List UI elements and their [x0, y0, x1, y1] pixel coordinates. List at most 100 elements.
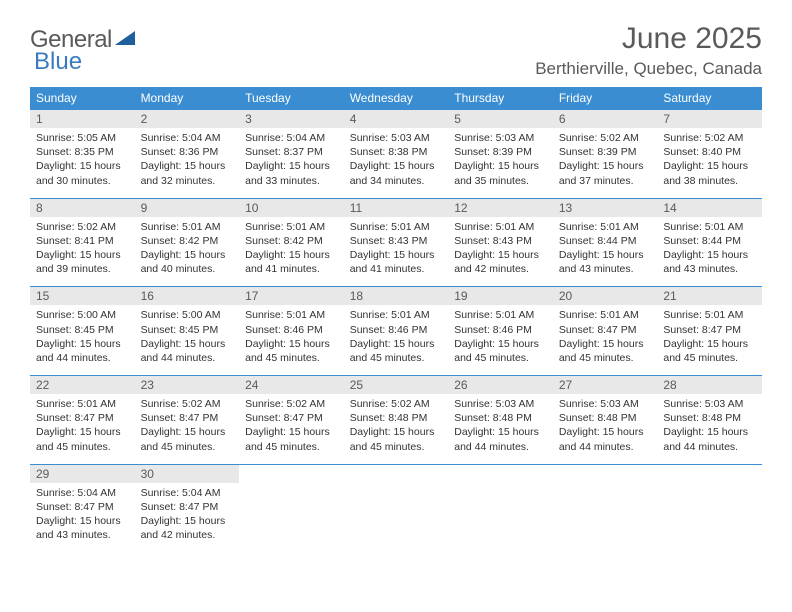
- daylight-line: Daylight: 15 hours and 44 minutes.: [454, 425, 547, 453]
- day-number-cell: 3: [239, 110, 344, 129]
- daylight-line: Daylight: 15 hours and 34 minutes.: [350, 159, 443, 187]
- sunrise-line: Sunrise: 5:01 AM: [559, 308, 652, 322]
- daylight-line: Daylight: 15 hours and 45 minutes.: [559, 337, 652, 365]
- sunset-line: Sunset: 8:43 PM: [350, 234, 443, 248]
- sunrise-line: Sunrise: 5:03 AM: [454, 131, 547, 145]
- sunrise-line: Sunrise: 5:05 AM: [36, 131, 129, 145]
- day-number-cell: [448, 464, 553, 483]
- sunset-line: Sunset: 8:38 PM: [350, 145, 443, 159]
- weekday-header-cell: Saturday: [657, 87, 762, 110]
- sunrise-line: Sunrise: 5:04 AM: [141, 486, 234, 500]
- sunrise-line: Sunrise: 5:02 AM: [559, 131, 652, 145]
- calendar-table: SundayMondayTuesdayWednesdayThursdayFrid…: [30, 87, 762, 552]
- weekday-header-cell: Sunday: [30, 87, 135, 110]
- sunrise-line: Sunrise: 5:02 AM: [350, 397, 443, 411]
- sunset-line: Sunset: 8:47 PM: [663, 323, 756, 337]
- location-text: Berthierville, Quebec, Canada: [535, 59, 762, 79]
- day-data-cell: Sunrise: 5:02 AMSunset: 8:40 PMDaylight:…: [657, 128, 762, 198]
- day-number-cell: 14: [657, 198, 762, 217]
- day-number-cell: 15: [30, 287, 135, 306]
- daylight-line: Daylight: 15 hours and 40 minutes.: [141, 248, 234, 276]
- sunset-line: Sunset: 8:43 PM: [454, 234, 547, 248]
- sunset-line: Sunset: 8:48 PM: [454, 411, 547, 425]
- sunset-line: Sunset: 8:45 PM: [141, 323, 234, 337]
- sunrise-line: Sunrise: 5:03 AM: [559, 397, 652, 411]
- day-number-cell: 8: [30, 198, 135, 217]
- sunset-line: Sunset: 8:44 PM: [663, 234, 756, 248]
- weekday-header-cell: Wednesday: [344, 87, 449, 110]
- day-number-cell: 4: [344, 110, 449, 129]
- weekday-header-row: SundayMondayTuesdayWednesdayThursdayFrid…: [30, 87, 762, 110]
- sunrise-line: Sunrise: 5:02 AM: [141, 397, 234, 411]
- daylight-line: Daylight: 15 hours and 33 minutes.: [245, 159, 338, 187]
- daylight-line: Daylight: 15 hours and 45 minutes.: [245, 337, 338, 365]
- day-data-cell: Sunrise: 5:05 AMSunset: 8:35 PMDaylight:…: [30, 128, 135, 198]
- day-data-cell: Sunrise: 5:00 AMSunset: 8:45 PMDaylight:…: [30, 305, 135, 375]
- sunset-line: Sunset: 8:39 PM: [454, 145, 547, 159]
- day-data-cell: Sunrise: 5:03 AMSunset: 8:39 PMDaylight:…: [448, 128, 553, 198]
- sunrise-line: Sunrise: 5:01 AM: [663, 220, 756, 234]
- day-number-cell: 27: [553, 376, 658, 395]
- daylight-line: Daylight: 15 hours and 44 minutes.: [141, 337, 234, 365]
- daylight-line: Daylight: 15 hours and 45 minutes.: [245, 425, 338, 453]
- sunrise-line: Sunrise: 5:04 AM: [36, 486, 129, 500]
- day-number-cell: 22: [30, 376, 135, 395]
- sunrise-line: Sunrise: 5:01 AM: [454, 220, 547, 234]
- daylight-line: Daylight: 15 hours and 42 minutes.: [141, 514, 234, 542]
- sunrise-line: Sunrise: 5:01 AM: [350, 308, 443, 322]
- sunset-line: Sunset: 8:42 PM: [245, 234, 338, 248]
- sunrise-line: Sunrise: 5:01 AM: [663, 308, 756, 322]
- daylight-line: Daylight: 15 hours and 43 minutes.: [36, 514, 129, 542]
- day-number-cell: 7: [657, 110, 762, 129]
- sunset-line: Sunset: 8:45 PM: [36, 323, 129, 337]
- day-data-cell: [239, 483, 344, 553]
- sunset-line: Sunset: 8:48 PM: [559, 411, 652, 425]
- daylight-line: Daylight: 15 hours and 35 minutes.: [454, 159, 547, 187]
- daylight-line: Daylight: 15 hours and 42 minutes.: [454, 248, 547, 276]
- day-number-cell: 19: [448, 287, 553, 306]
- daylight-line: Daylight: 15 hours and 44 minutes.: [559, 425, 652, 453]
- day-data-cell: [657, 483, 762, 553]
- daylight-line: Daylight: 15 hours and 45 minutes.: [454, 337, 547, 365]
- daylight-line: Daylight: 15 hours and 30 minutes.: [36, 159, 129, 187]
- sunset-line: Sunset: 8:35 PM: [36, 145, 129, 159]
- day-number-cell: 28: [657, 376, 762, 395]
- day-data-row: Sunrise: 5:04 AMSunset: 8:47 PMDaylight:…: [30, 483, 762, 553]
- day-data-cell: Sunrise: 5:01 AMSunset: 8:44 PMDaylight:…: [657, 217, 762, 287]
- day-data-cell: [448, 483, 553, 553]
- sunrise-line: Sunrise: 5:01 AM: [350, 220, 443, 234]
- day-data-cell: Sunrise: 5:04 AMSunset: 8:47 PMDaylight:…: [30, 483, 135, 553]
- day-number-cell: 9: [135, 198, 240, 217]
- sunrise-line: Sunrise: 5:01 AM: [454, 308, 547, 322]
- sunrise-line: Sunrise: 5:01 AM: [36, 397, 129, 411]
- daylight-line: Daylight: 15 hours and 45 minutes.: [350, 425, 443, 453]
- title-block: June 2025 Berthierville, Quebec, Canada: [535, 22, 762, 79]
- day-data-cell: Sunrise: 5:01 AMSunset: 8:43 PMDaylight:…: [448, 217, 553, 287]
- day-data-cell: Sunrise: 5:03 AMSunset: 8:48 PMDaylight:…: [448, 394, 553, 464]
- day-data-cell: Sunrise: 5:04 AMSunset: 8:47 PMDaylight:…: [135, 483, 240, 553]
- day-number-cell: 21: [657, 287, 762, 306]
- sunset-line: Sunset: 8:41 PM: [36, 234, 129, 248]
- day-number-cell: [553, 464, 658, 483]
- logo-triangle-icon: [115, 29, 137, 52]
- sunset-line: Sunset: 8:44 PM: [559, 234, 652, 248]
- day-number-cell: 2: [135, 110, 240, 129]
- day-data-row: Sunrise: 5:00 AMSunset: 8:45 PMDaylight:…: [30, 305, 762, 375]
- day-data-cell: Sunrise: 5:02 AMSunset: 8:47 PMDaylight:…: [239, 394, 344, 464]
- day-data-cell: Sunrise: 5:01 AMSunset: 8:42 PMDaylight:…: [135, 217, 240, 287]
- sunrise-line: Sunrise: 5:04 AM: [245, 131, 338, 145]
- daylight-line: Daylight: 15 hours and 44 minutes.: [36, 337, 129, 365]
- day-data-cell: Sunrise: 5:01 AMSunset: 8:42 PMDaylight:…: [239, 217, 344, 287]
- sunrise-line: Sunrise: 5:04 AM: [141, 131, 234, 145]
- day-data-cell: Sunrise: 5:01 AMSunset: 8:46 PMDaylight:…: [239, 305, 344, 375]
- day-number-cell: 6: [553, 110, 658, 129]
- day-data-cell: Sunrise: 5:01 AMSunset: 8:47 PMDaylight:…: [30, 394, 135, 464]
- day-number-cell: 20: [553, 287, 658, 306]
- daylight-line: Daylight: 15 hours and 41 minutes.: [245, 248, 338, 276]
- day-number-row: 891011121314: [30, 198, 762, 217]
- sunrise-line: Sunrise: 5:00 AM: [36, 308, 129, 322]
- day-data-cell: Sunrise: 5:01 AMSunset: 8:46 PMDaylight:…: [448, 305, 553, 375]
- sunrise-line: Sunrise: 5:00 AM: [141, 308, 234, 322]
- month-title: June 2025: [535, 22, 762, 55]
- daylight-line: Daylight: 15 hours and 32 minutes.: [141, 159, 234, 187]
